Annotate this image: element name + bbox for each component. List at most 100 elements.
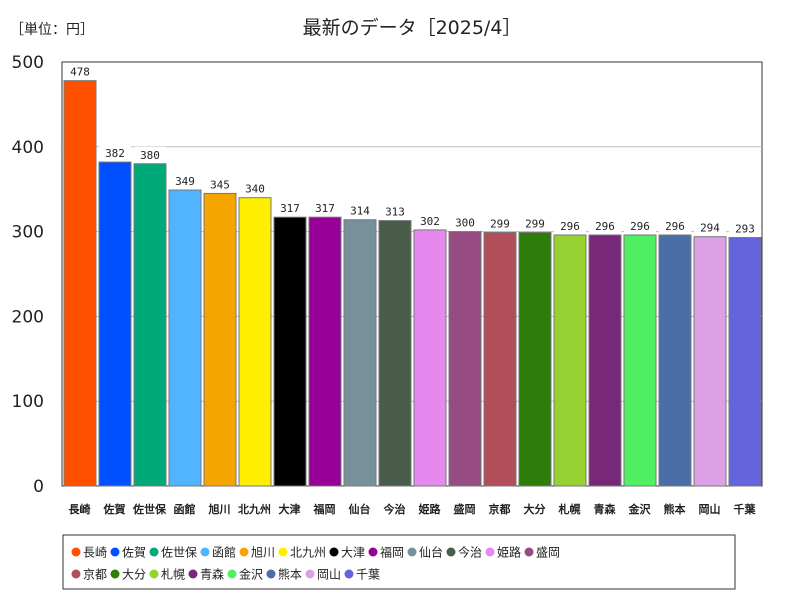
- y-tick-label: 500: [12, 53, 44, 73]
- x-axis: 長崎 佐賀 佐世保 函館 旭川 北九州 大津 福岡 仙台 今治 姫路 盛岡 京都 大分 札幌 青森 金沢 熊本 岡山…: [69, 502, 757, 516]
- data-label: 380: [140, 149, 160, 162]
- y-tick-label: 100: [12, 392, 44, 412]
- legend-label: 金沢: [239, 567, 263, 582]
- chart-title: 最新のデータ［2025/4］: [303, 17, 522, 39]
- legend-label: 仙台: [419, 545, 443, 560]
- legend-label: 盛岡: [536, 545, 560, 560]
- bar: [693, 236, 727, 487]
- bar: [378, 220, 412, 487]
- legend-marker: [524, 547, 534, 557]
- data-label-bg: [239, 180, 271, 196]
- legend-marker: [188, 569, 198, 579]
- legend-marker: [278, 547, 288, 557]
- bar: [238, 197, 272, 487]
- y-tick-label: 0: [33, 477, 44, 497]
- data-label: 296: [630, 220, 650, 233]
- bar: [63, 80, 97, 487]
- data-label: 345: [210, 178, 230, 191]
- data-label-bg: [589, 217, 621, 233]
- legend-marker: [407, 547, 417, 557]
- x-tick-label: 札幌: [558, 502, 581, 516]
- data-label: 299: [490, 217, 510, 230]
- x-tick-label: 佐賀: [103, 502, 126, 516]
- legend-label: 札幌: [161, 567, 185, 582]
- legend-marker: [305, 569, 315, 579]
- data-label-bg: [694, 219, 726, 235]
- legend-label: 佐賀: [122, 546, 146, 560]
- y-tick-label: 200: [12, 307, 44, 327]
- y-tick-label: 400: [12, 138, 44, 158]
- data-label: 294: [700, 222, 720, 235]
- legend-label: 岡山: [317, 568, 341, 582]
- y-tick-label: 300: [12, 223, 44, 243]
- data-label: 313: [385, 206, 405, 219]
- x-tick-label: 佐世保: [132, 502, 167, 516]
- bar: [308, 216, 342, 487]
- x-tick-label: 金沢: [628, 502, 652, 516]
- bar: [168, 189, 202, 487]
- bar: [203, 192, 237, 487]
- legend-label: 旭川: [251, 546, 275, 560]
- bar: [273, 216, 307, 487]
- legend-marker: [149, 547, 159, 557]
- bar: [133, 163, 167, 487]
- bar: [98, 161, 132, 487]
- x-tick-label: 盛岡: [454, 502, 476, 516]
- x-tick-label: 今治: [383, 502, 406, 516]
- unit-label: ［単位：円］: [10, 22, 94, 38]
- legend-label: 福岡: [380, 545, 404, 560]
- data-label-bg: [344, 202, 376, 218]
- data-label-bg: [659, 217, 691, 233]
- legend-label: 長崎: [83, 546, 107, 560]
- x-tick-label: 北九州: [238, 502, 271, 516]
- data-label: 296: [560, 220, 580, 233]
- bars: [63, 80, 762, 487]
- legend-marker: [266, 569, 276, 579]
- data-label-bg: [274, 200, 306, 216]
- data-label: 340: [245, 183, 265, 196]
- data-label-bg: [309, 200, 341, 216]
- bar: [518, 231, 552, 487]
- data-label: 382: [105, 147, 125, 160]
- legend-label: 姫路: [497, 545, 521, 560]
- legend-marker: [110, 569, 120, 579]
- data-label: 296: [595, 220, 615, 233]
- bar: [483, 231, 517, 487]
- bar: [588, 234, 622, 487]
- legend-label: 函館: [212, 545, 236, 560]
- data-labels: 478 382 380 349 345 340 317 317 314 313 302 300 299 2…: [64, 63, 761, 236]
- x-tick-label: 千葉: [734, 502, 757, 516]
- legend-label: 佐世保: [161, 546, 197, 560]
- legend-marker: [239, 547, 249, 557]
- data-label: 349: [175, 175, 195, 188]
- bar: [448, 231, 482, 487]
- data-label-bg: [484, 215, 516, 231]
- data-label-bg: [99, 145, 131, 161]
- data-label: 293: [735, 223, 755, 236]
- x-tick-label: 旭川: [208, 502, 231, 516]
- legend-marker: [344, 569, 354, 579]
- legend-marker: [485, 547, 495, 557]
- bar: [728, 237, 762, 487]
- legend-label: 大分: [122, 568, 146, 582]
- legend-marker: [227, 569, 237, 579]
- legend-label: 青森: [200, 567, 224, 582]
- x-tick-label: 青森: [594, 502, 617, 516]
- x-tick-label: 長崎: [69, 502, 91, 516]
- x-tick-label: 大津: [279, 502, 301, 516]
- data-label: 296: [665, 220, 685, 233]
- bar: [658, 234, 692, 487]
- data-label: 317: [280, 202, 300, 215]
- y-axis: 0 100 200 300 400 500: [12, 53, 44, 497]
- legend-label: 熊本: [278, 567, 302, 582]
- legend-marker: [368, 547, 378, 557]
- legend-label: 京都: [83, 568, 107, 582]
- x-tick-label: 京都: [489, 502, 511, 516]
- data-label-bg: [204, 176, 236, 192]
- legend-label: 今治: [458, 545, 482, 560]
- data-label-bg: [449, 214, 481, 230]
- legend-label: 北九州: [290, 546, 326, 560]
- data-label-bg: [554, 217, 586, 233]
